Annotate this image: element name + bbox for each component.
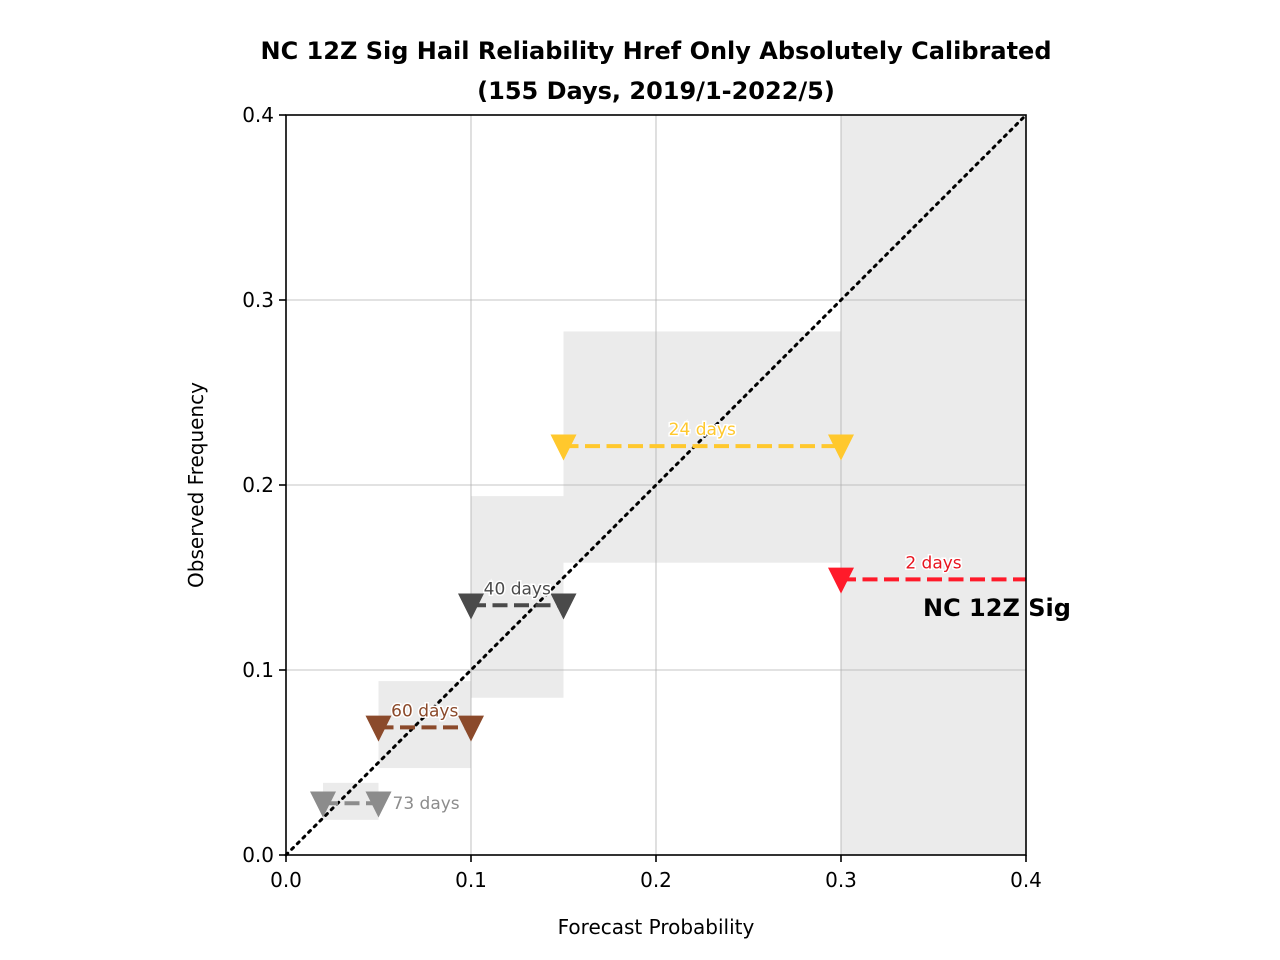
- bin-label-4: 2 days: [905, 553, 961, 573]
- confidence-box-1: [378, 681, 471, 769]
- region-label: NC 12Z Sig: [923, 594, 1071, 622]
- bin-marker-end-1: [458, 715, 484, 742]
- x-tick-label-1: 0.1: [455, 868, 487, 892]
- confidence-box-2: [471, 496, 564, 698]
- bin-label-0: 73 days: [393, 794, 460, 814]
- x-tick-label-0: 0.0: [270, 868, 302, 892]
- y-tick-label-4: 0.4: [242, 103, 274, 127]
- perfect-reliability-diagonal: [284, 113, 1028, 857]
- bin-label-1: 60 days: [391, 701, 458, 721]
- x-tick-label-3: 0.3: [825, 868, 857, 892]
- bin-marker-start-0: [310, 791, 336, 818]
- bin-marker-end-2: [550, 593, 577, 620]
- y-tick-label-1: 0.1: [242, 658, 274, 682]
- x-axis-label: Forecast Probability: [558, 915, 755, 939]
- bin-label-3: 24 days: [669, 420, 736, 440]
- chart-title-line1: NC 12Z Sig Hail Reliability Href Only Ab…: [260, 37, 1051, 65]
- bin-marker-end-0: [365, 791, 392, 818]
- bin-marker-start-1: [365, 715, 392, 742]
- bin-label-2: 40 days: [484, 579, 551, 599]
- bin-marker-start-2: [458, 593, 484, 620]
- y-axis-label: Observed Frequency: [184, 382, 208, 588]
- x-tick-label-4: 0.4: [1010, 868, 1042, 892]
- bin-marker-start-3: [550, 434, 577, 461]
- chart-title-line2: (155 Days, 2019/1-2022/5): [477, 77, 835, 105]
- y-tick-label-3: 0.3: [242, 288, 274, 312]
- y-tick-label-0: 0.0: [242, 843, 274, 867]
- plot-area: 73 days 60 days 40 days 24 days 2 days NC 12Z…: [242, 103, 1071, 892]
- bin-marker-start-4: [828, 567, 854, 594]
- y-tick-label-2: 0.2: [242, 473, 274, 497]
- bin-marker-end-3: [828, 434, 854, 461]
- x-tick-label-2: 0.2: [640, 868, 672, 892]
